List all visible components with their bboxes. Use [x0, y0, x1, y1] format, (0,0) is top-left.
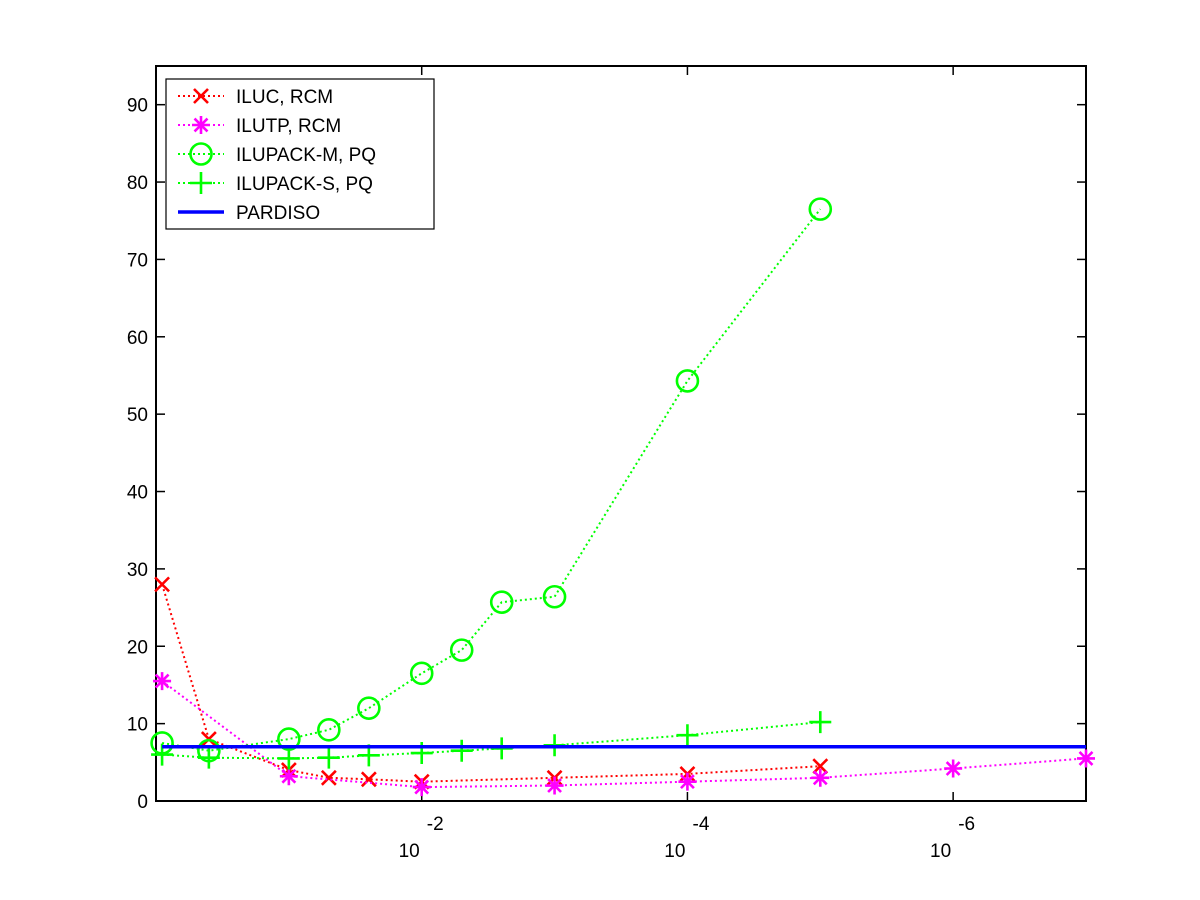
- legend-entry: ILUC, RCM: [178, 87, 333, 108]
- data-point: [197, 746, 220, 769]
- data-point: [412, 778, 431, 797]
- series-line: [161, 680, 1087, 789]
- series-line: [162, 721, 821, 760]
- data-point: [151, 743, 174, 766]
- series-3: [151, 711, 832, 770]
- y-tick-label: 20: [127, 637, 148, 658]
- x-tick-label-base: 10: [930, 841, 951, 862]
- data-point: [360, 771, 377, 788]
- y-tick-label: 40: [127, 483, 148, 504]
- legend-label: ILUC, RCM: [236, 87, 333, 108]
- data-point: [545, 776, 564, 795]
- x-axis: -2 10 -4 10 -6 10: [399, 66, 975, 862]
- x-tick-label-base: 10: [664, 841, 685, 862]
- legend-label: ILUPACK-S, PQ: [236, 174, 373, 195]
- series-1: [153, 672, 1095, 797]
- y-tick-label: 60: [127, 328, 148, 349]
- data-point: [678, 772, 697, 791]
- y-tick-label: 10: [127, 715, 148, 736]
- data-point: [676, 724, 699, 747]
- data-point: [317, 718, 341, 742]
- series-0: [154, 576, 829, 790]
- y-tick-label: 70: [127, 250, 148, 271]
- legend-entry: PARDISO: [178, 203, 320, 224]
- legend-label: PARDISO: [236, 203, 320, 224]
- data-point: [320, 769, 337, 786]
- series-line: [161, 584, 821, 783]
- data-point: [675, 369, 700, 393]
- series-layer: [150, 197, 1095, 797]
- series-2: [150, 197, 833, 763]
- data-point: [809, 711, 832, 734]
- y-tick-label: 50: [127, 405, 148, 426]
- legend-marker: [193, 88, 209, 104]
- data-point: [154, 576, 170, 593]
- data-point: [811, 768, 830, 787]
- data-point: [489, 590, 514, 614]
- legend-label: ILUPACK-M, PQ: [236, 145, 376, 166]
- x-tick-label-exponent: -2: [427, 814, 444, 835]
- data-point: [317, 746, 340, 769]
- legend-entry: ILUPACK-M, PQ: [178, 142, 376, 166]
- legend: ILUC, RCM ILUTP, RCM ILUPACK-M, PQ ILUPACK-…: [165, 78, 435, 230]
- legend-entry: ILUTP, RCM: [178, 116, 341, 137]
- data-point: [542, 584, 567, 609]
- data-point: [944, 759, 963, 778]
- data-point: [279, 767, 298, 786]
- y-tick-label: 30: [127, 560, 148, 581]
- legend-entry: ILUPACK-S, PQ: [178, 172, 373, 195]
- data-point: [450, 739, 473, 762]
- x-tick-label-base: 10: [399, 841, 420, 862]
- series-line: [161, 208, 822, 752]
- data-point: [449, 638, 474, 662]
- x-tick-label-exponent: -6: [958, 814, 975, 835]
- data-point: [808, 197, 833, 221]
- x-tick-label-exponent: -4: [693, 814, 710, 835]
- y-axis: 0 10 20 30 40 50 60 70 80 90: [127, 96, 1086, 813]
- legend-marker: [189, 142, 213, 166]
- legend-marker: [190, 172, 212, 194]
- data-point: [1077, 749, 1095, 768]
- y-tick-label: 0: [137, 792, 148, 813]
- data-point: [812, 758, 829, 775]
- y-tick-label: 90: [127, 96, 148, 117]
- data-point: [357, 696, 381, 720]
- data-point: [153, 672, 172, 691]
- legend-label: ILUTP, RCM: [236, 116, 341, 137]
- data-point: [409, 661, 434, 686]
- legend-marker: [192, 116, 210, 134]
- data-point: [277, 747, 300, 770]
- y-tick-label: 80: [127, 173, 148, 194]
